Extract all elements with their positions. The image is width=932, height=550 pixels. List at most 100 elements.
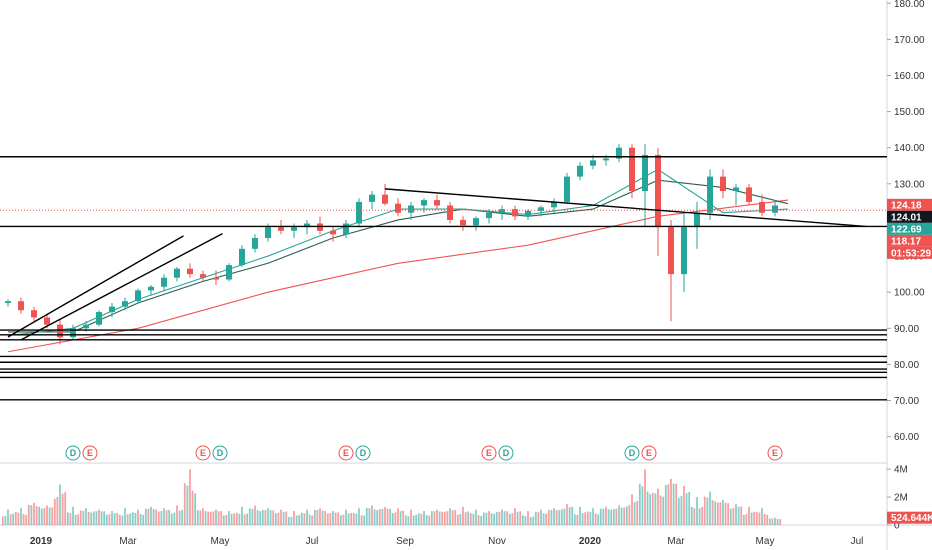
volume-bar xyxy=(147,508,150,525)
candle-body xyxy=(720,176,726,192)
volume-bar xyxy=(113,513,116,525)
candle-body xyxy=(83,324,89,329)
volume-bar xyxy=(269,510,272,525)
volume-bar xyxy=(545,513,548,525)
volume-bar xyxy=(644,469,646,525)
candle-body xyxy=(434,200,440,206)
volume-bar xyxy=(758,512,761,525)
volume-bar xyxy=(165,510,168,525)
volume-bar xyxy=(618,505,620,525)
volume-bar xyxy=(641,486,644,525)
volume-bar xyxy=(511,513,514,525)
volume-bar xyxy=(436,509,438,525)
earnings-badge xyxy=(641,445,657,461)
volume-bar xyxy=(241,506,243,525)
volume-bar xyxy=(308,514,311,525)
volume-bar xyxy=(103,511,106,525)
volume-bar xyxy=(22,514,25,525)
volume-bar xyxy=(79,510,82,525)
volume-bar xyxy=(152,509,155,525)
volume-bar xyxy=(124,508,126,525)
volume-bar xyxy=(425,514,428,525)
volume-bar xyxy=(157,511,160,525)
volume-bars xyxy=(1,469,782,525)
volume-bar xyxy=(212,511,215,525)
candle-body xyxy=(655,154,661,228)
volume-bar xyxy=(675,483,678,525)
volume-bar xyxy=(402,510,405,525)
volume-bar xyxy=(9,514,12,525)
volume-bar xyxy=(355,513,358,525)
volume-bar xyxy=(703,496,706,525)
axes: 180.00170.00160.00150.00140.00130.00120.… xyxy=(30,0,925,547)
volume-bar xyxy=(118,514,121,525)
candle-body xyxy=(252,238,258,249)
price-label-box xyxy=(887,198,932,211)
candle-body xyxy=(109,306,115,313)
volume-bar xyxy=(649,494,652,525)
volume-bar xyxy=(527,511,529,525)
volume-bar xyxy=(706,497,709,525)
volume-bar xyxy=(246,513,249,525)
time-tick-label: Nov xyxy=(488,536,506,547)
volume-bar xyxy=(256,510,259,525)
candle-body xyxy=(681,227,687,275)
volume-label-text: 524.644K xyxy=(891,513,932,524)
volume-bar xyxy=(592,508,594,525)
volume-bar xyxy=(508,513,511,525)
candle-body xyxy=(668,227,674,275)
volume-bar xyxy=(264,509,267,525)
volume-bar xyxy=(371,505,373,525)
volume-bar xyxy=(594,513,597,525)
volume-bar xyxy=(480,515,483,525)
candle-body xyxy=(447,205,453,220)
volume-bar xyxy=(485,512,488,525)
volume-bar xyxy=(441,511,444,525)
price-tick-label: 100.00 xyxy=(894,288,925,299)
volume-bar xyxy=(303,513,306,525)
candle-body xyxy=(772,205,778,213)
volume-bar xyxy=(519,511,522,525)
volume-bar xyxy=(326,513,329,525)
event-badge-letter: D xyxy=(70,448,77,458)
volume-bar xyxy=(716,502,719,525)
volume-bar xyxy=(66,512,69,525)
volume-bar xyxy=(290,516,293,525)
volume-bar xyxy=(698,508,701,525)
volume-bar xyxy=(381,508,384,525)
volume-bar xyxy=(573,514,576,525)
candle-body xyxy=(187,268,193,275)
volume-bar xyxy=(774,517,776,525)
volume-bar xyxy=(207,511,210,525)
candle-body xyxy=(200,274,206,278)
volume-bar xyxy=(724,502,727,525)
volume-bar xyxy=(56,497,59,525)
candle-body xyxy=(5,301,11,304)
volume-bar xyxy=(462,506,464,525)
volume-bar xyxy=(766,514,769,525)
volume-bar xyxy=(563,508,566,525)
price-label-box xyxy=(887,234,932,247)
trendline xyxy=(20,233,223,341)
volume-bar xyxy=(316,510,319,525)
volume-bar xyxy=(454,510,457,525)
volume-bar xyxy=(534,511,537,525)
volume-bar xyxy=(134,512,137,525)
price-label-text: 122.69 xyxy=(891,224,922,235)
dividend-badge xyxy=(624,445,640,461)
volume-bar xyxy=(202,508,204,525)
volume-bar xyxy=(363,515,366,525)
volume-bar xyxy=(683,485,685,525)
volume-bar xyxy=(332,511,334,525)
volume-bar xyxy=(399,511,402,525)
volume-bar xyxy=(555,510,558,525)
volume-bar xyxy=(225,514,228,525)
time-tick-label: Jul xyxy=(851,536,864,547)
volume-bar xyxy=(410,509,412,525)
volume-bar xyxy=(428,515,431,525)
volume-bar xyxy=(61,493,64,525)
volume-bar xyxy=(137,509,139,525)
volume-bar xyxy=(722,499,724,525)
volume-bar xyxy=(121,515,124,525)
